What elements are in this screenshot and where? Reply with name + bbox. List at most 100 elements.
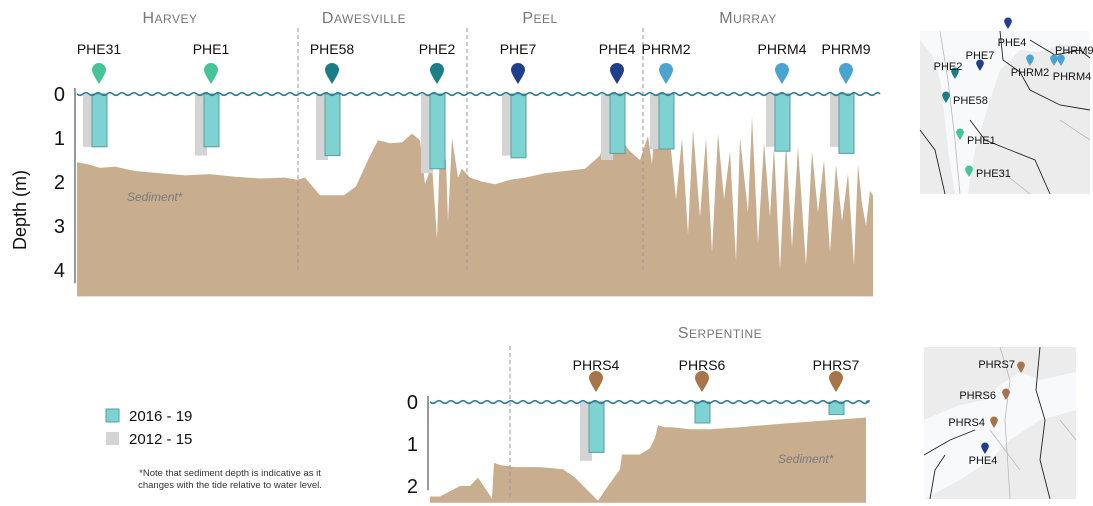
y-tick-label: 2 [54,172,65,194]
y-tick-label: 3 [54,216,65,238]
bar-2016-19 [510,93,527,159]
bottom-y-ticks: 0 1 2 [407,392,418,498]
map-label: PHRS4 [948,417,985,429]
top-region-labels: HARVEY DAWESVILLE PEEL MURRAY [142,10,776,27]
top-sediment-area [77,111,873,297]
station-label: PHE7 [500,41,537,57]
map-label: PHE1 [967,135,996,147]
bar-2016-19 [91,93,108,148]
top-region-dividers [297,28,644,270]
map-boundary [1035,346,1051,500]
map-marker [1017,361,1025,373]
bottom-sediment-area [430,417,866,503]
bar-2016-19 [588,401,605,453]
station-label: PHE4 [599,41,636,57]
map-boundary [1029,39,1091,59]
station-marker [92,63,106,84]
station-label: PHRM2 [641,41,690,57]
y-axis-label: Depth (m) [10,170,30,250]
map-boundary [923,429,976,456]
map-label: PHRM2 [1011,67,1050,79]
map-label: PHRM4 [1053,71,1092,83]
station-marker [829,371,843,392]
region-label: MURRAY [719,10,776,27]
map-water [924,372,1076,499]
legend-swatch-earlier [106,432,119,445]
station-label: PHE2 [419,41,456,57]
legend-label-earlier: 2012 - 15 [129,431,192,448]
map-marker [981,442,989,454]
station-marker [430,63,444,84]
region-label: HARVEY [142,10,197,27]
map-road [939,30,961,195]
map-label: PHE58 [953,95,988,107]
station-marker [204,63,218,84]
map-road [999,346,1011,500]
top-y-ticks: 0 1 2 3 4 [54,84,65,282]
station-label: PHE31 [77,41,122,57]
station-label: PHE1 [193,41,230,57]
map-label: PHE4 [969,455,998,467]
map-marker [976,59,984,71]
station-marker [589,371,603,392]
map-marker [951,67,959,79]
y-tick-label: 2 [407,476,418,498]
map-label: PHRM9 [1055,45,1093,57]
station-marker [775,63,789,84]
map-water [920,31,1090,194]
bottom-water-surface [429,399,870,405]
map-marker [956,128,964,140]
top-station-markers: PHE31 PHE1 PHE58 PHE2 PHE7 PHE4 PHRM2 PHRM4 PHRM… [77,41,871,84]
map-label: PHE2 [934,61,963,73]
map-label: PHRS6 [959,390,996,402]
station-label: PHRS7 [813,357,860,373]
map-boundary [929,454,946,500]
bar-2016-19 [609,93,626,154]
bottom-bars [580,401,845,461]
region-label: SERPENTINE [678,325,762,342]
legend-label-recent: 2016 - 19 [129,408,192,425]
map-marker [1002,388,1010,400]
station-label: PHRM9 [821,41,870,57]
map-marker [1026,54,1034,66]
map-label: PHE7 [966,50,995,62]
bar-2016-19 [838,93,855,154]
station-marker [839,63,853,84]
legend-swatch-recent [105,408,120,423]
top-depth-chart: HARVEY DAWESVILLE PEEL MURRAY PHE31 PHE1 PHE5… [54,10,881,297]
map-marker [1057,54,1065,66]
map-marker [1050,54,1058,66]
legend: 2016 - 19 2012 - 15 [105,408,192,448]
map-boundary [919,129,946,195]
bar-2016-19 [774,93,791,152]
top-bars [83,93,855,174]
map-boundary [999,30,1091,111]
map-label: PHE31 [976,168,1011,180]
region-label: DAWESVILLE [322,10,406,27]
y-tick-label: 1 [407,434,418,456]
y-tick-label: 0 [54,84,65,106]
map-bottom-inset: PHRS7 PHRS6 PHRS4 PHE4 [923,346,1077,500]
y-tick-label: 1 [54,128,65,150]
bar-2016-19 [429,93,446,170]
y-tick-label: 0 [407,392,418,414]
station-label: PHE58 [310,41,355,57]
map-label: PHE4 [998,37,1027,49]
map-marker [1004,17,1012,29]
sediment-note: *Note that sediment depth is indicative … [138,468,322,491]
bar-2016-19 [658,93,675,150]
bottom-station-markers: PHRS4 PHRS6 PHRS7 [573,357,860,392]
station-label: PHRM4 [757,41,806,57]
map-marker [942,91,950,103]
top-sediment-label: Sediment* [127,190,183,204]
bar-2016-19 [828,401,845,416]
map-label: PHRS7 [978,359,1015,371]
map-road [989,429,1021,471]
bar-2016-19 [324,93,341,157]
region-label: PEEL [522,10,557,27]
station-label: PHRS6 [679,357,726,373]
station-marker [511,63,525,84]
bar-2016-19 [203,93,220,148]
